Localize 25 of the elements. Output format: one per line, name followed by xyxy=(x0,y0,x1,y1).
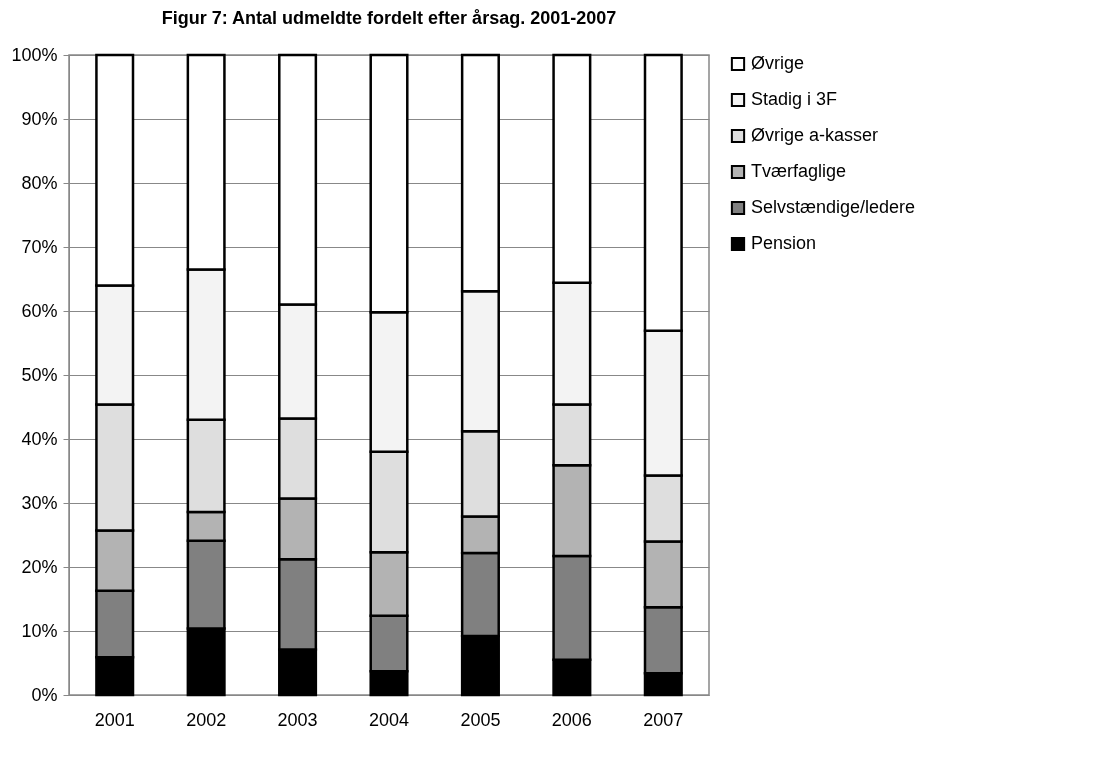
legend-label: Stadig i 3F xyxy=(751,89,838,109)
y-tick-label: 100% xyxy=(11,44,58,65)
y-tick-label: 70% xyxy=(21,236,58,257)
legend-label: Pension xyxy=(751,233,817,253)
x-tick-label: 2002 xyxy=(186,709,227,730)
y-tick-label: 40% xyxy=(21,428,58,449)
y-tick-label: 0% xyxy=(31,684,58,705)
x-tick-label: 2001 xyxy=(94,709,135,730)
x-tick-label: 2003 xyxy=(277,709,318,730)
y-tick-label: 90% xyxy=(21,108,58,129)
legend-label: Øvrige a-kasser xyxy=(751,125,879,145)
x-tick-label: 2007 xyxy=(643,709,684,730)
x-tick-label: 2006 xyxy=(551,709,592,730)
legend-label: Øvrige xyxy=(751,53,805,73)
y-tick-label: 60% xyxy=(21,300,58,321)
y-tick-label: 20% xyxy=(21,556,58,577)
y-tick-label: 50% xyxy=(21,364,58,385)
x-tick-label: 2004 xyxy=(368,709,410,730)
y-tick-label: 30% xyxy=(21,492,58,513)
x-tick-label: 2005 xyxy=(460,709,501,730)
chart-title: Figur 7: Antal udmeldte fordelt efter årsag. 2001-2007 xyxy=(161,8,617,28)
legend-label: Tværfaglige xyxy=(751,161,847,181)
legend-label: Selvstændige/ledere xyxy=(751,197,916,217)
y-tick-label: 80% xyxy=(21,172,58,193)
y-tick-label: 10% xyxy=(21,620,58,641)
